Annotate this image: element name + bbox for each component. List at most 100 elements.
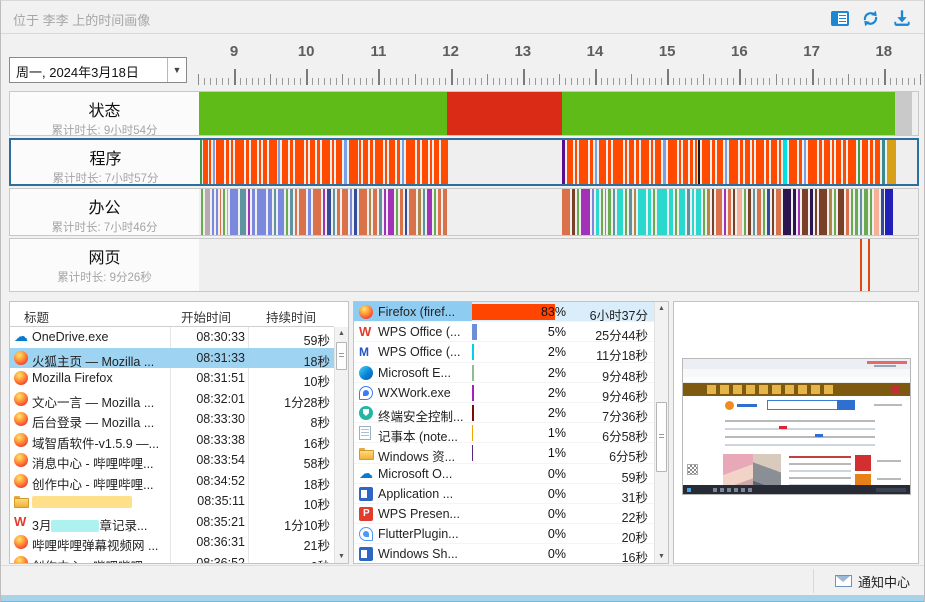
ruler-hour-label: 18 — [875, 43, 893, 60]
activity-segment — [199, 92, 447, 135]
activity-segment — [344, 140, 347, 184]
activity-segment — [860, 239, 862, 291]
table-row[interactable]: 08:35:11 10秒 — [10, 491, 334, 512]
app-usage-row[interactable]: 记事本 (note... 1% 6分58秒 — [354, 423, 668, 444]
app-usage-row[interactable]: Microsoft E... 2% 9分48秒 — [354, 363, 668, 384]
table-row[interactable]: OneDrive.exe 08:30:33 59秒 — [10, 327, 334, 348]
activity-segment — [209, 140, 211, 184]
activity-segment — [418, 189, 421, 235]
screenshot-thumbnail[interactable] — [682, 358, 911, 495]
timeline-track[interactable] — [199, 189, 912, 235]
table-row[interactable]: 文心一言 — Mozilla ... 08:32:01 1分28秒 — [10, 389, 334, 410]
app-usage-row[interactable]: Windows Sh... 0% 16秒 — [354, 544, 668, 564]
timeline-row-label: 状态 累计时长: 9小时54分 — [10, 92, 199, 137]
activity-segment — [402, 140, 404, 184]
table-row[interactable]: 创作中心 - 哔哩哔哩... 08:34:52 18秒 — [10, 471, 334, 492]
column-header-title[interactable]: 标题 — [24, 311, 50, 325]
table-row[interactable]: 创作中心 - 哔哩哔哩 08:36:52 6秒 — [10, 553, 334, 563]
timeline-track[interactable] — [199, 239, 912, 291]
table-scrollbar[interactable]: ▲ ▼ — [334, 327, 348, 563]
thumb-links-grid — [683, 416, 910, 452]
activity-segment — [397, 140, 400, 184]
scrollbar-thumb[interactable] — [656, 402, 667, 472]
activity-segment — [783, 189, 791, 235]
activity-segment — [657, 189, 667, 235]
timeline-track[interactable] — [200, 140, 913, 184]
app-usage-panel: Firefox (firef...83%6小时37分WPS Office (..… — [353, 301, 669, 564]
timeline-row-label: 办公 累计时长: 7小时46分 — [10, 189, 199, 235]
timeline-track[interactable] — [199, 92, 912, 135]
timeline-row-状态[interactable]: 状态 累计时长: 9小时54分 — [9, 91, 919, 137]
scrollbar-thumb[interactable] — [336, 342, 347, 370]
activity-segment — [851, 189, 853, 235]
timeline-row-程序[interactable]: 程序 累计时长: 7小时57分 — [9, 138, 919, 186]
activity-segment — [406, 140, 415, 184]
app-usage-row[interactable]: Firefox (firef... 83% 6小时37分 — [354, 302, 668, 323]
app-usage-row[interactable]: 终端安全控制... 2% 7分36秒 — [354, 403, 668, 424]
ruler-tick — [528, 78, 530, 85]
activity-segment — [332, 140, 334, 184]
app-usage-row[interactable]: WXWork.exe 2% 9分46秒 — [354, 383, 668, 404]
activity-segment — [590, 140, 593, 184]
app-usage-row[interactable]: Application ... 0% 31秒 — [354, 484, 668, 505]
timeline-row-办公[interactable]: 办公 累计时长: 7小时46分 — [9, 188, 919, 236]
table-row[interactable]: 哔哩哔哩弹幕视频网 ... 08:36:31 21秒 — [10, 532, 334, 553]
firefox-icon — [14, 473, 28, 488]
ruler-tick — [763, 78, 765, 85]
activity-segment — [205, 189, 210, 235]
app-usage-row[interactable]: FlutterPlugin... 0% 20秒 — [354, 524, 668, 545]
activity-segment — [438, 189, 441, 235]
chevron-down-icon[interactable]: ▼ — [167, 58, 186, 82]
column-header-start[interactable]: 开始时间 — [180, 311, 231, 325]
table-row[interactable]: Mozilla Firefox 08:31:51 10秒 — [10, 368, 334, 389]
scroll-down-icon[interactable]: ▼ — [658, 553, 665, 560]
app-usage-row[interactable]: Windows 资... 1% 6分5秒 — [354, 443, 668, 464]
activity-segment — [317, 140, 320, 184]
table-row[interactable]: 域智盾软件-v1.5.9 —... 08:33:38 16秒 — [10, 430, 334, 451]
percent-label: 0% — [547, 466, 566, 481]
journal-panel-icon[interactable] — [829, 9, 850, 27]
screenshot-preview-panel — [673, 301, 919, 564]
app-duration: 59秒 — [621, 470, 648, 485]
export-icon[interactable] — [891, 9, 912, 27]
app-usage-row[interactable]: Microsoft O... 0% 59秒 — [354, 464, 668, 485]
ruler-tick — [847, 74, 849, 85]
activity-segment — [213, 140, 215, 184]
ruler-tick — [673, 78, 675, 85]
activity-segment — [295, 189, 297, 235]
activity-segment — [834, 189, 836, 235]
scroll-up-icon[interactable]: ▲ — [658, 305, 665, 312]
table-row[interactable]: 火狐主页 — Mozilla ... 08:31:33 18秒 — [10, 347, 334, 369]
timeline-row-网页[interactable]: 网页 累计时长: 9分26秒 — [9, 238, 919, 292]
ruler-tick — [907, 78, 909, 85]
activity-segment — [875, 140, 880, 184]
app-usage-row[interactable]: WPS Presen... 0% 22秒 — [354, 504, 668, 525]
activity-segment — [427, 189, 432, 235]
apps-scrollbar[interactable]: ▲ ▼ — [654, 302, 668, 563]
activity-segment — [789, 140, 797, 184]
date-picker-value: 周一, 2024年3月18日 — [16, 65, 139, 80]
scroll-down-icon[interactable]: ▼ — [338, 553, 345, 560]
notification-center-button[interactable]: 通知中心 — [831, 570, 914, 592]
date-picker[interactable]: 周一, 2024年3月18日 ▼ — [9, 57, 187, 83]
row-duration: 18秒 — [303, 354, 330, 369]
app-name: Application ... — [378, 486, 454, 501]
table-row[interactable]: 后台登录 — Mozilla ... 08:33:30 8秒 — [10, 409, 334, 430]
scroll-up-icon[interactable]: ▲ — [338, 330, 345, 337]
row-duration: 16秒 — [303, 436, 330, 451]
table-row[interactable]: 消息中心 - 哔哩哔哩... 08:33:54 58秒 — [10, 450, 334, 471]
app-usage-row[interactable]: WPS Office (... 5% 25分44秒 — [354, 322, 668, 343]
activity-segment — [712, 189, 714, 235]
refresh-icon[interactable] — [860, 9, 881, 27]
appwin-icon — [359, 486, 373, 501]
app-duration: 16秒 — [621, 551, 648, 564]
timeline-row-label: 网页 累计时长: 9分26秒 — [10, 239, 199, 291]
activity-segment — [359, 140, 361, 184]
wpsm-icon — [359, 345, 373, 359]
notification-center-label: 通知中心 — [857, 574, 910, 590]
app-usage-row[interactable]: WPS Office (... 2% 11分18秒 — [354, 342, 668, 363]
ruler-tick — [270, 74, 272, 85]
column-header-duration[interactable]: 持续时间 — [265, 311, 316, 325]
folder-icon — [14, 494, 29, 508]
